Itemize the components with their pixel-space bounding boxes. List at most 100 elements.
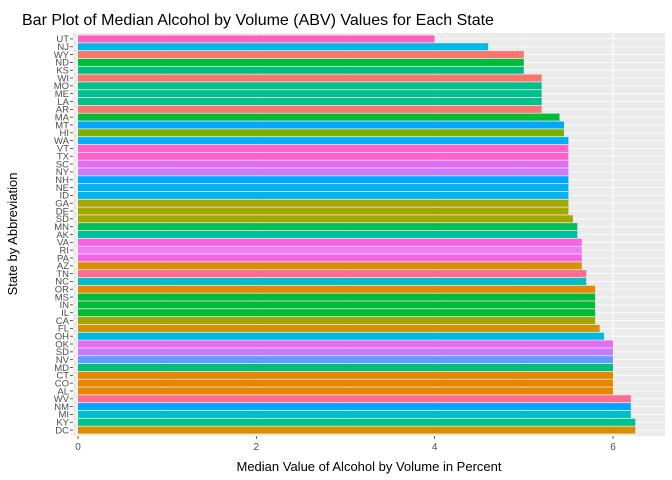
y-tick-label: ME — [55, 89, 69, 100]
bar-ga — [78, 199, 569, 207]
bar-nv — [78, 356, 613, 364]
bar-ny — [78, 168, 569, 176]
bar-wy — [78, 51, 524, 59]
y-tick-labels: UTNJWYNDKSWIMOMELAARMAMTHIWAVTTXSCNYNHNE… — [54, 34, 73, 436]
bar-ms — [78, 293, 596, 301]
bar-mn — [78, 223, 578, 231]
y-tick-label: MD — [54, 363, 69, 374]
y-tick-label: IN — [60, 300, 70, 311]
bar-co — [78, 379, 613, 387]
y-tick-label: MI — [58, 410, 69, 421]
y-tick-label: CO — [55, 378, 69, 389]
y-tick-label: UT — [56, 34, 69, 45]
y-tick-label: FL — [58, 324, 69, 335]
bar-ak — [78, 230, 578, 239]
bar-ri — [78, 246, 582, 254]
y-tick-label: IL — [61, 308, 69, 319]
bar-ks — [78, 66, 524, 74]
bar-ne — [78, 184, 569, 192]
bar-wa — [78, 137, 569, 145]
x-tick-labels: 0 2 4 6 — [75, 436, 616, 453]
bar-ct — [78, 371, 613, 379]
y-tick-label: ND — [55, 58, 69, 69]
bar-hi — [78, 129, 564, 137]
bar-fl — [78, 324, 600, 332]
bar-wi — [78, 74, 542, 82]
y-tick-label: WV — [54, 394, 70, 405]
x-tick-label: 2 — [254, 442, 260, 453]
bar-dc — [78, 426, 636, 434]
y-tick-label: AR — [56, 105, 69, 116]
bar-nc — [78, 277, 587, 285]
y-tick-label: NV — [56, 355, 70, 366]
y-tick-label: MA — [55, 112, 70, 123]
y-tick-label: DE — [56, 206, 69, 217]
y-tick-label: NC — [55, 277, 69, 288]
y-tick-label: SD — [56, 214, 69, 225]
bar-nh — [78, 176, 569, 184]
y-tick-label: ID — [60, 191, 70, 202]
y-tick-label: MO — [54, 81, 69, 92]
bar-nj — [78, 43, 489, 51]
bar-va — [78, 238, 582, 246]
chart-title: Bar Plot of Median Alcohol by Volume (AB… — [22, 12, 494, 29]
y-axis-title: State by Abbreviation — [5, 173, 20, 296]
bar-ky — [78, 418, 636, 426]
bar-la — [78, 97, 542, 106]
x-tick-label: 6 — [610, 442, 616, 453]
bar-ca — [78, 317, 596, 325]
x-tick-label: 0 — [75, 442, 81, 453]
y-tick-label: AZ — [57, 261, 69, 272]
bar-in — [78, 301, 596, 309]
y-tick-label: TN — [56, 269, 69, 280]
bar-ma — [78, 113, 560, 121]
bar-al — [78, 387, 613, 395]
y-tick-label: OH — [55, 332, 69, 343]
y-tick-label: SD — [56, 347, 69, 358]
bar-tx — [78, 152, 569, 160]
bar-tn — [78, 270, 587, 278]
y-tick-label: NY — [56, 167, 70, 178]
bar-wv — [78, 395, 631, 403]
y-tick-label: VA — [57, 238, 70, 249]
y-tick-label: TX — [57, 152, 70, 163]
bar-or — [78, 285, 596, 293]
bar-sd — [78, 348, 613, 356]
bar-mo — [78, 82, 542, 90]
bar-vt — [78, 144, 569, 152]
y-tick-label: AK — [56, 230, 69, 241]
bars — [78, 35, 636, 434]
y-tick-label: KS — [56, 66, 69, 77]
bar-pa — [78, 254, 582, 262]
y-tick-label: WY — [54, 50, 70, 61]
y-tick-label: NE — [56, 183, 69, 194]
bar-nd — [78, 58, 524, 66]
bar-az — [78, 262, 582, 270]
y-tick-label: CT — [56, 371, 69, 382]
bar-mi — [78, 410, 631, 418]
bar-mt — [78, 121, 564, 129]
y-tick-label: SC — [56, 159, 69, 170]
bar-ok — [78, 340, 613, 348]
y-tick-label: MS — [55, 292, 69, 303]
y-tick-label: NJ — [57, 42, 69, 53]
x-tick-label: 4 — [432, 442, 438, 453]
bar-sc — [78, 160, 569, 168]
y-tick-label: WI — [57, 73, 69, 84]
bar-sd — [78, 215, 573, 223]
bar-ut — [78, 35, 435, 43]
bar-il — [78, 309, 596, 317]
bar-me — [78, 90, 542, 98]
y-tick-label: VT — [57, 144, 69, 155]
bar-nm — [78, 403, 631, 411]
y-tick-label: RI — [60, 245, 70, 256]
y-tick-label: KY — [56, 418, 69, 429]
y-tick-label: MT — [55, 120, 69, 131]
bar-oh — [78, 332, 605, 340]
bar-md — [78, 363, 613, 372]
y-tick-label: NM — [54, 402, 69, 413]
y-tick-label: PA — [57, 253, 70, 264]
y-tick-label: AL — [57, 386, 69, 397]
bar-ar — [78, 105, 542, 113]
